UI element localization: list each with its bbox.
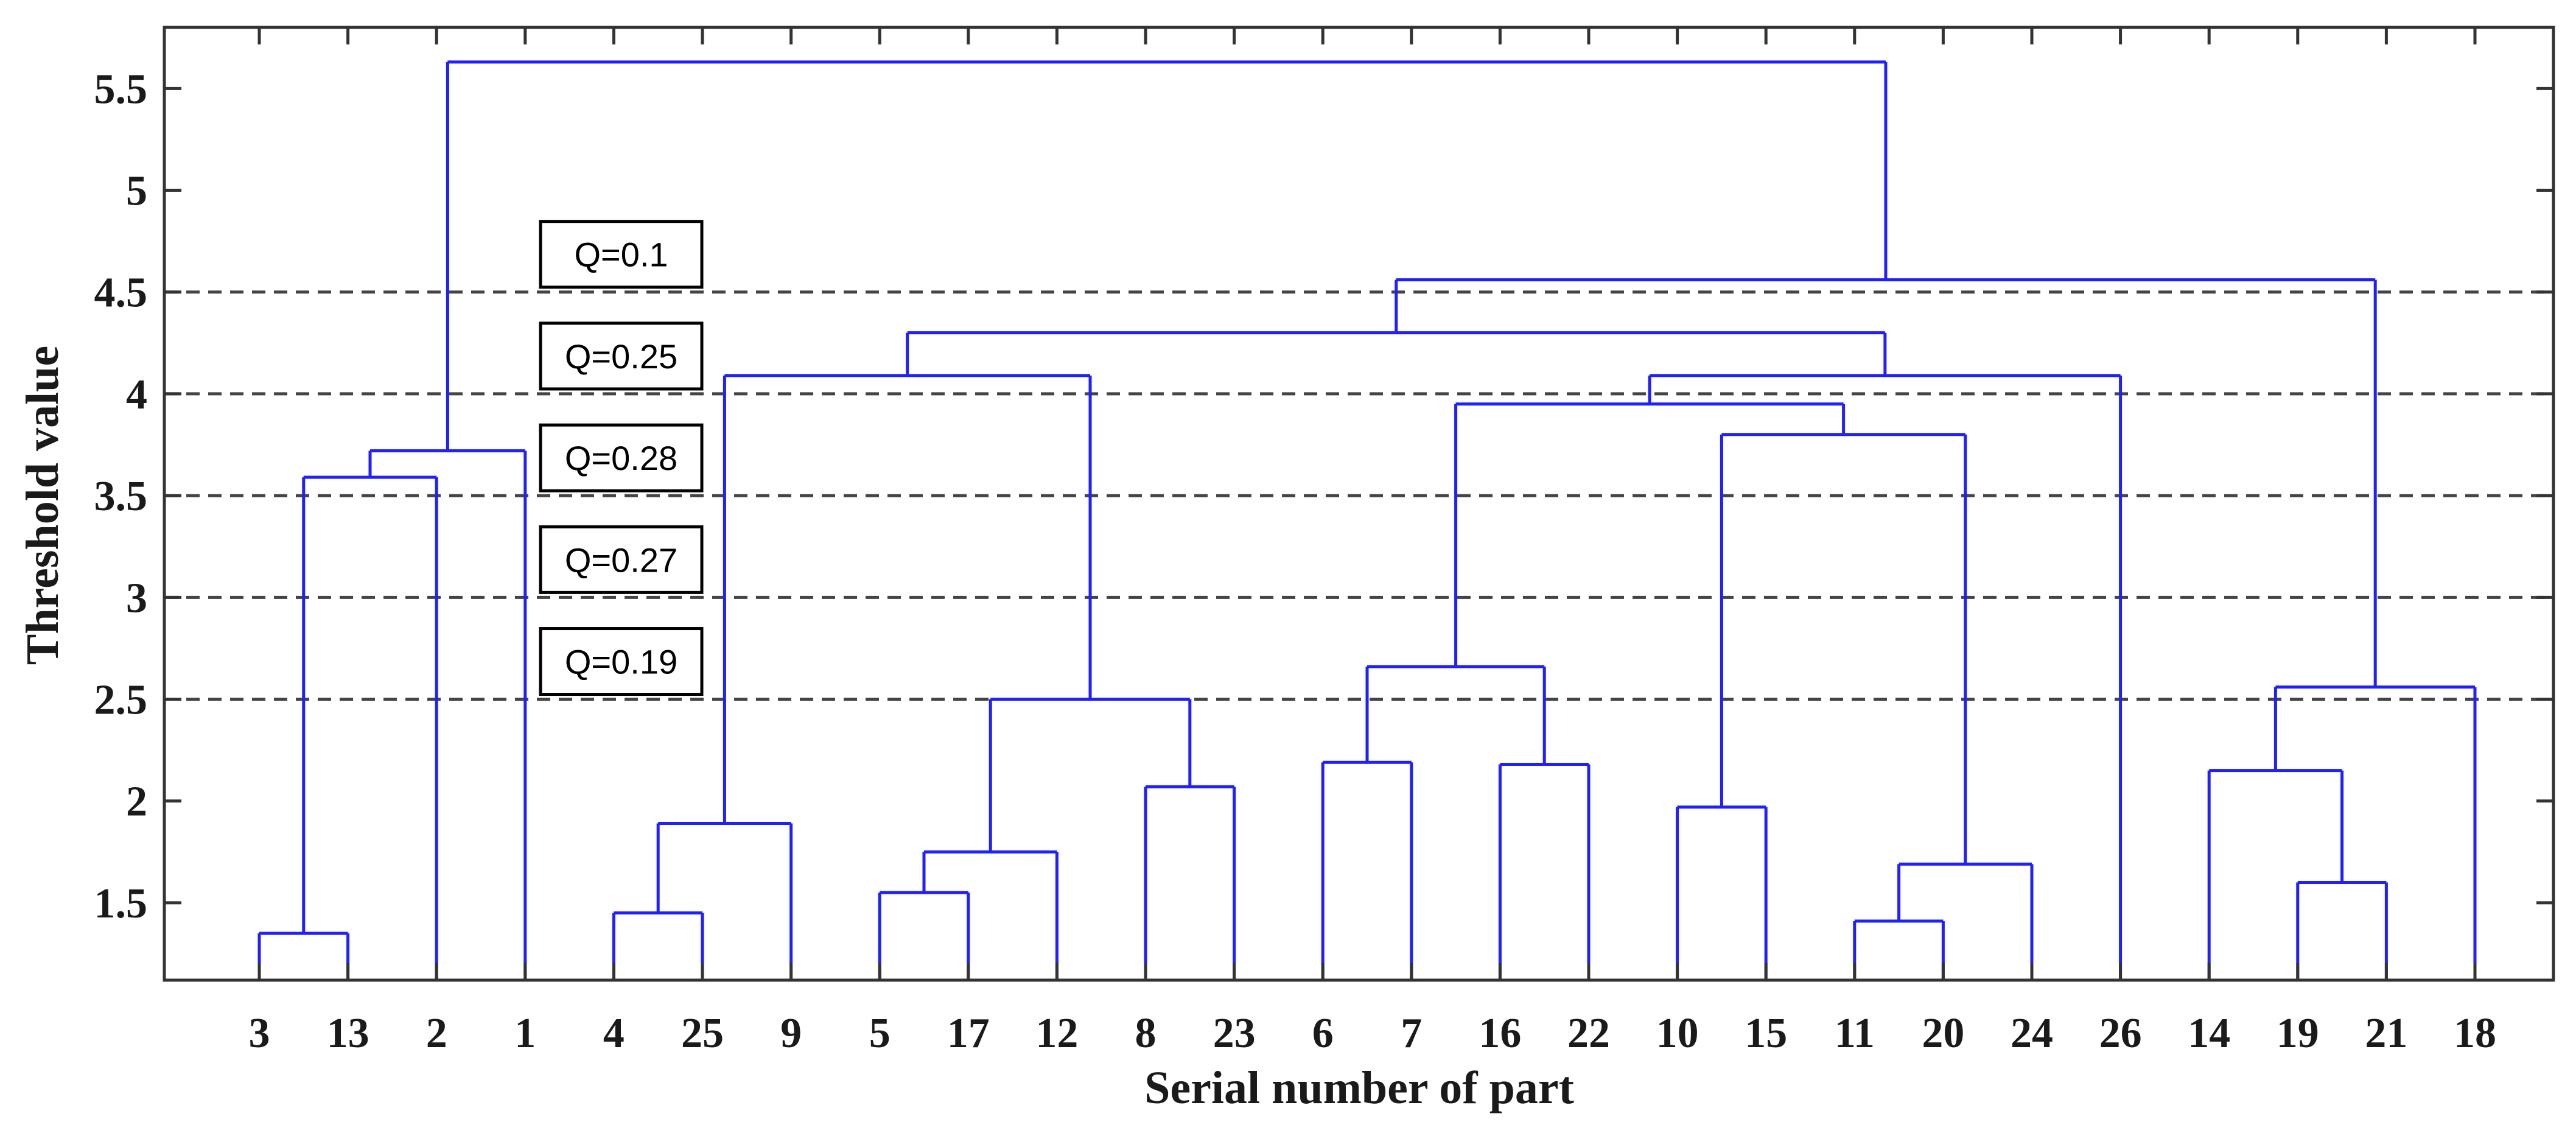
x-tick-label: 21 [2365, 1010, 2407, 1057]
y-tick-label: 2.5 [94, 677, 148, 724]
dendrogram-link [302, 475, 438, 980]
dendrogram-link [656, 822, 793, 980]
x-tick-label: 2 [426, 1010, 447, 1057]
x-tick-label: 25 [681, 1010, 724, 1057]
y-axis-title: Threshold value [17, 346, 68, 665]
q-label-text: Q=0.25 [565, 337, 677, 376]
dendrogram-branches [257, 60, 2477, 980]
x-tick-label: 6 [1312, 1010, 1334, 1057]
x-tick-label: 15 [1745, 1010, 1787, 1057]
q-label-box: Q=0.28 [539, 423, 704, 493]
dendrogram-link [723, 374, 1092, 824]
x-tick-label: 16 [1479, 1010, 1521, 1057]
dendrogram-link [1365, 665, 1546, 765]
q-label-box: Q=0.27 [539, 525, 704, 594]
dendrogram-link [446, 60, 1888, 451]
y-tick-label: 5 [126, 168, 147, 215]
y-tick-label: 3 [126, 575, 147, 622]
dendrogram-link [1853, 919, 1945, 980]
x-tick-label: 7 [1401, 1010, 1422, 1057]
y-tick-label: 4 [126, 371, 147, 418]
dendrogram-link [2207, 769, 2344, 980]
dendrogram-link [1676, 805, 1768, 980]
x-tick-label: 17 [947, 1010, 990, 1057]
threshold-lines [164, 290, 2553, 701]
x-tick-label: 19 [2277, 1010, 2319, 1057]
q-label-text: Q=0.27 [565, 541, 677, 579]
dendrogram-link [2273, 685, 2477, 980]
dendrogram-link [989, 698, 1192, 852]
dendrogram-link [2296, 880, 2388, 980]
x-tick-label: 5 [869, 1010, 891, 1057]
x-tick-label: 13 [327, 1010, 369, 1057]
q-label-text: Q=0.19 [565, 643, 677, 681]
x-tick-label: 24 [2011, 1010, 2053, 1057]
dendrogram-link [1720, 433, 1967, 864]
dendrogram-link [612, 911, 704, 980]
q-label-frame [539, 627, 704, 696]
y-tick-label: 1.5 [94, 880, 148, 927]
y-tick-labels: 1.5 2 2.5 3 3.5 4 4.5 5 5.5 [94, 66, 148, 927]
q-label-text: Q=0.1 [574, 236, 668, 274]
plot-frame [163, 26, 2555, 982]
dendrogram-link [1498, 763, 1591, 980]
x-axis-title: Serial number of part [1144, 1062, 1574, 1113]
y-tick-label: 2 [126, 779, 147, 826]
x-tick-label: 10 [1656, 1010, 1699, 1057]
dendrogram-link [1321, 760, 1413, 980]
dendrogram-link [368, 449, 527, 980]
q-label-box: Q=0.1 [539, 220, 704, 289]
x-tick-label: 14 [2188, 1010, 2230, 1057]
q-label-boxes: Q=0.1 Q=0.25 Q=0.28 Q=0.27 Q=0.19 [539, 220, 704, 696]
q-label-frame [539, 525, 704, 594]
x-tick-label: 3 [249, 1010, 270, 1057]
dendrogram-link [1144, 785, 1236, 980]
dendrogram-link [922, 850, 1059, 980]
dendrogram-link [878, 891, 970, 980]
x-tick-label: 23 [1213, 1010, 1256, 1057]
x-tick-label: 11 [1835, 1010, 1875, 1057]
q-label-text: Q=0.28 [565, 439, 677, 477]
q-label-box: Q=0.25 [539, 321, 704, 391]
x-tick-label: 8 [1135, 1010, 1157, 1057]
x-tick-label: 4 [603, 1010, 625, 1057]
q-label-frame [539, 321, 704, 391]
x-tick-label: 18 [2454, 1010, 2496, 1057]
x-tick-label: 9 [780, 1010, 802, 1057]
x-tick-label: 1 [514, 1010, 536, 1057]
x-tick-labels: 3 13 2 1 4 25 9 5 17 12 8 23 6 7 16 22 10 15 11 20 24 26 14 19 2… [249, 1010, 2497, 1057]
y-tick-label: 4.5 [94, 270, 148, 317]
dendrogram-link [906, 331, 1887, 376]
x-tick-label: 12 [1035, 1010, 1078, 1057]
dendrogram-link [257, 931, 350, 980]
y-tick-label: 5.5 [94, 66, 148, 113]
x-tick-label: 26 [2099, 1010, 2142, 1057]
q-label-frame [539, 220, 704, 289]
plot-axes [163, 26, 2555, 982]
x-tick-label: 22 [1567, 1010, 1610, 1057]
q-label-frame [539, 423, 704, 493]
dendrogram-link [1454, 402, 1846, 667]
y-tick-label: 3.5 [94, 473, 148, 520]
x-tick-label: 20 [1922, 1010, 1964, 1057]
q-label-box: Q=0.19 [539, 627, 704, 696]
